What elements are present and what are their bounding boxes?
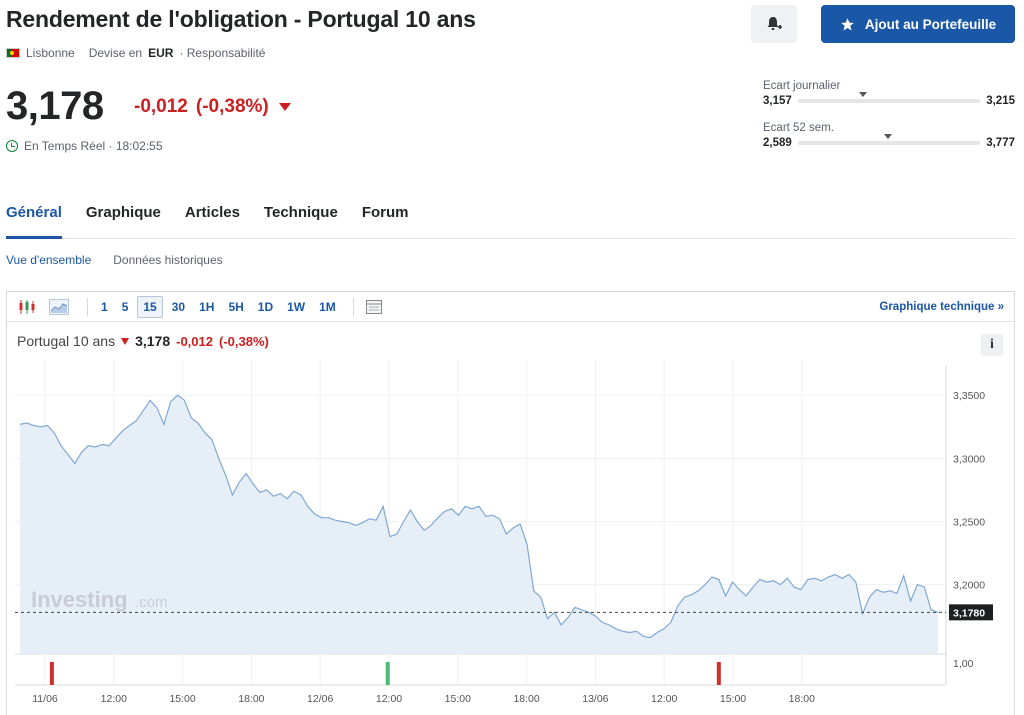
week52-range: Ecart 52 sem. 2,589 3,777	[763, 122, 1015, 149]
watermark-suffix: .com	[135, 594, 168, 611]
current-price-label: 3,1780	[953, 607, 985, 619]
candlestick-icon[interactable]	[15, 296, 39, 318]
volume-bar	[385, 662, 390, 685]
x-tick-label: 15:00	[445, 693, 471, 705]
legend-down-arrow-icon	[121, 337, 130, 345]
week52-range-high: 3,777	[986, 137, 1015, 149]
interval-1d[interactable]: 1D	[257, 299, 274, 314]
responsibility-link[interactable]: · Responsabilité	[179, 46, 266, 60]
realtime-status: En Temps Réel · 18:02:55	[6, 139, 163, 153]
down-arrow-icon	[278, 103, 291, 111]
star-icon	[841, 17, 854, 30]
x-tick-label: 15:00	[169, 693, 195, 705]
daily-range-marker	[859, 92, 868, 97]
calendar-icon[interactable]	[362, 296, 386, 318]
currency-value: EUR	[148, 46, 174, 60]
add-to-portfolio-button[interactable]: Ajout au Portefeuille	[821, 5, 1015, 43]
tab-general[interactable]: Général	[6, 196, 62, 239]
current-price-tag	[949, 604, 993, 621]
page-title: Rendement de l'obligation - Portugal 10 …	[6, 6, 476, 32]
interval-5[interactable]: 5	[121, 299, 129, 314]
x-tick-label: 13/06	[582, 693, 608, 705]
x-tick-label: 11/06	[32, 693, 58, 705]
y-tick-label: 3,3500	[953, 390, 985, 402]
create-alert-button[interactable]	[751, 5, 797, 43]
interval-15[interactable]: 15	[137, 295, 163, 318]
portfolio-button-label: Ajout au Portefeuille	[864, 16, 997, 32]
week52-range-low: 2,589	[763, 137, 792, 149]
interval-30[interactable]: 30	[171, 299, 186, 314]
subnav-overview[interactable]: Vue d'ensemble	[6, 253, 92, 267]
price-change: -0,012 (-0,38%)	[134, 96, 291, 118]
y-tick-label: 3,3000	[953, 453, 985, 465]
realtime-text: En Temps Réel · 18:02:55	[24, 139, 163, 153]
legend-change: -0,012	[176, 333, 213, 349]
toolbar-divider	[87, 297, 88, 316]
volume-tick-label: 1,00	[953, 658, 974, 670]
x-tick-label: 18:00	[513, 693, 539, 705]
x-tick-label: 12/06	[307, 693, 333, 705]
tab-articles[interactable]: Articles	[184, 204, 240, 221]
daily-range-label: Ecart journalier	[763, 80, 841, 92]
area-chart-icon[interactable]	[47, 296, 71, 318]
legend-name: Portugal 10 ans	[17, 333, 116, 349]
price-chart[interactable]: 11/06 12:00 15:00 18:00 12/06 12:00 15:00 18:00…	[7, 292, 1014, 715]
exchange-label: Lisbonne	[26, 46, 75, 60]
chart-widget: 1 5 15 30 1H 5H 1D 1W 1M Graphique techn…	[6, 291, 1015, 715]
tab-chart[interactable]: Graphique	[85, 204, 161, 221]
price-line	[19, 394, 939, 639]
instrument-meta: Lisbonne Devise en EUR · Responsabilité	[6, 46, 265, 60]
x-tick-label: 15:00	[720, 693, 746, 705]
volume-bar	[49, 662, 54, 685]
toolbar-divider	[352, 297, 354, 316]
daily-range: Ecart journalier 3,157 3,215	[763, 80, 1015, 107]
x-tick-label: 18:00	[238, 693, 264, 705]
interval-1m[interactable]: 1M	[319, 299, 336, 314]
week52-range-marker	[884, 134, 893, 139]
daily-range-low: 3,157	[763, 95, 792, 107]
price-area	[20, 395, 938, 654]
last-price: 3,178	[6, 84, 104, 128]
y-tick-label: 3,2500	[953, 516, 985, 528]
main-tabs: Général Graphique Articles Technique For…	[6, 196, 1015, 239]
x-tick-label: 12:00	[101, 693, 127, 705]
watermark-brand: Investing	[31, 587, 128, 612]
week52-range-label: Ecart 52 sem.	[763, 122, 834, 134]
portugal-flag-icon	[6, 48, 20, 58]
week52-range-bar	[797, 134, 981, 145]
chart-toolbar: 1 5 15 30 1H 5H 1D 1W 1M Graphique techn…	[7, 292, 1014, 322]
interval-1h[interactable]: 1H	[199, 299, 215, 314]
chart-legend: Portugal 10 ans 3,178 -0,012 (-0,38%)	[17, 333, 269, 349]
change-percent: (-0,38%)	[195, 96, 269, 117]
legend-change-percent: (-0,38%)	[219, 333, 269, 349]
daily-range-bar	[797, 92, 981, 103]
x-tick-label: 12:00	[651, 693, 677, 705]
subnav-historical[interactable]: Données historiques	[113, 253, 223, 267]
x-tick-label: 12:00	[376, 693, 402, 705]
legend-price: 3,178	[135, 333, 171, 349]
chart-info-button[interactable]: i	[981, 334, 1003, 356]
tab-technical[interactable]: Technique	[263, 204, 338, 221]
volume-bar	[716, 662, 721, 685]
bell-plus-icon	[767, 17, 782, 30]
x-tick-label: 18:00	[789, 693, 815, 705]
change-value: -0,012	[134, 96, 188, 117]
sub-navigation: Vue d'ensemble Données historiques	[6, 253, 223, 267]
interval-5h[interactable]: 5H	[228, 299, 244, 314]
interval-1[interactable]: 1	[101, 299, 108, 314]
currency-label: Devise en	[88, 46, 143, 60]
tab-forum[interactable]: Forum	[361, 204, 409, 221]
interval-1w[interactable]: 1W	[287, 299, 306, 314]
technical-chart-link[interactable]: Graphique technique »	[879, 300, 1004, 313]
daily-range-high: 3,215	[986, 95, 1015, 107]
y-tick-label: 3,2000	[953, 580, 985, 592]
clock-icon	[6, 140, 18, 152]
